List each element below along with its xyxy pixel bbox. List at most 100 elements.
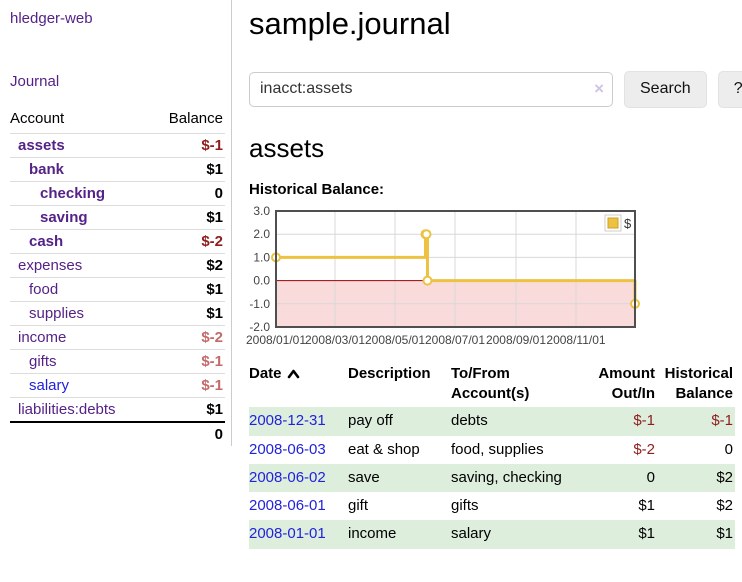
transaction-date-link[interactable]: 2008-12-31 <box>249 412 326 430</box>
sidebar-account-balance: $-2 <box>151 325 225 350</box>
sidebar-account-link[interactable]: expenses <box>18 257 83 274</box>
account-row: food $1 <box>10 277 225 302</box>
register-row: 2008-12-31 pay off debts $-1 $-1 <box>249 407 735 436</box>
svg-text:2008/01/01: 2008/01/01 <box>246 333 306 347</box>
account-row: liabilities:debts $1 <box>10 397 225 422</box>
accounts-header-balance: Balance <box>168 110 223 127</box>
sidebar-account-balance: $-1 <box>151 373 225 398</box>
svg-text:$: $ <box>624 216 632 231</box>
search-box: × <box>249 71 613 107</box>
search-input[interactable] <box>249 71 613 107</box>
accounts-table: Account Balance assets $-1 bank $1 checking 0… <box>10 106 225 446</box>
help-button[interactable]: ? <box>717 70 742 108</box>
register-header-amount: Amount Out/In <box>598 364 655 402</box>
nav-journal-link[interactable]: Journal <box>10 73 60 90</box>
account-row: assets $-1 <box>10 133 225 158</box>
svg-text:3.0: 3.0 <box>253 204 270 218</box>
transaction-description: pay off <box>348 412 393 430</box>
sidebar-account-link[interactable]: assets <box>18 137 65 154</box>
accounts-header-account: Account <box>10 110 65 127</box>
sidebar-account-balance: $-1 <box>151 349 225 374</box>
register-row: 2008-06-01 gift gifts $1 $2 <box>249 492 735 520</box>
account-row: bank $1 <box>10 157 225 182</box>
sort-ascending-icon <box>287 365 300 385</box>
sidebar-account-balance: $1 <box>151 277 225 302</box>
sidebar-account-balance: $1 <box>151 157 225 182</box>
clear-search-icon[interactable]: × <box>594 78 604 98</box>
svg-text:1.0: 1.0 <box>253 250 270 264</box>
transaction-amount: $1 <box>638 525 655 543</box>
sidebar-account-balance: $-1 <box>151 133 225 158</box>
sidebar-account-link[interactable]: salary <box>29 377 70 394</box>
sidebar-account-link[interactable]: income <box>18 329 67 346</box>
sidebar-account-balance: $-2 <box>151 229 225 254</box>
svg-text:0.0: 0.0 <box>253 273 270 287</box>
sidebar: hledger-web Journal Account Balance asse… <box>0 0 232 446</box>
sidebar-account-link[interactable]: gifts <box>29 353 57 370</box>
brand-link[interactable]: hledger-web <box>10 10 93 27</box>
account-row: expenses $2 <box>10 253 225 278</box>
svg-text:2008/07/01: 2008/07/01 <box>425 333 485 347</box>
transaction-date-link[interactable]: 2008-01-01 <box>249 525 326 543</box>
transaction-amount: $-2 <box>633 440 655 458</box>
transaction-accounts: saving, checking <box>451 468 562 486</box>
transaction-date-link[interactable]: 2008-06-01 <box>249 497 326 515</box>
register-table: Date Description To/From Account(s) Amou… <box>249 362 735 549</box>
sidebar-account-link[interactable]: saving <box>40 209 88 226</box>
accounts-total-spacer <box>10 421 152 446</box>
register-row: 2008-06-02 save saving, checking 0 $2 <box>249 463 735 493</box>
register-header-date[interactable]: Date <box>249 362 348 408</box>
balance-chart-svg: $3.0 2.0 1.0 0.0 -1.0 -2.02008/01/012008/03/0… <box>246 204 640 347</box>
account-row: checking 0 <box>10 181 225 206</box>
sidebar-account-balance: $1 <box>151 397 225 422</box>
transaction-accounts: food, supplies <box>451 440 544 458</box>
sidebar-account-balance: 0 <box>151 181 225 206</box>
account-row: gifts $-1 <box>10 349 225 374</box>
svg-text:2.0: 2.0 <box>253 227 270 241</box>
register-header-description: Description <box>348 364 431 382</box>
account-row: supplies $1 <box>10 301 225 326</box>
svg-text:2008/05/01: 2008/05/01 <box>365 333 425 347</box>
sidebar-account-balance: $2 <box>151 253 225 278</box>
transaction-balance: $-1 <box>711 412 733 430</box>
sidebar-account-link[interactable]: food <box>29 281 59 298</box>
svg-text:2008/03/01: 2008/03/01 <box>305 333 365 347</box>
sidebar-account-link[interactable]: bank <box>29 161 65 178</box>
transaction-amount: $1 <box>638 497 655 515</box>
account-row: income $-2 <box>10 325 225 350</box>
sidebar-account-link[interactable]: liabilities:debts <box>18 401 116 418</box>
transaction-balance: 0 <box>724 440 733 458</box>
transaction-balance: $1 <box>716 525 733 543</box>
account-row: salary $-1 <box>10 373 225 398</box>
sidebar-account-link[interactable]: cash <box>29 233 64 250</box>
sidebar-account-link[interactable]: checking <box>40 185 106 202</box>
transaction-balance: $2 <box>716 497 733 515</box>
transaction-description: eat & shop <box>348 440 420 458</box>
register-header-balance: Historical Balance <box>664 364 733 402</box>
sidebar-account-link[interactable]: supplies <box>29 305 85 322</box>
search-row: × Search ? <box>249 70 742 108</box>
main-content: sample.journal × Search ? assets Histori… <box>232 0 742 549</box>
transaction-description: income <box>348 525 397 543</box>
page-title: sample.journal <box>249 6 451 41</box>
transaction-balance: $2 <box>716 468 733 486</box>
transaction-accounts: salary <box>451 525 492 543</box>
transaction-amount: $-1 <box>633 412 655 430</box>
transaction-date-link[interactable]: 2008-06-02 <box>249 468 326 486</box>
transaction-accounts: debts <box>451 412 488 430</box>
svg-text:2008/11/01: 2008/11/01 <box>546 333 605 347</box>
transaction-date-link[interactable]: 2008-06-03 <box>249 440 326 458</box>
transaction-description: gift <box>348 497 369 515</box>
register-row: 2008-01-01 income salary $1 $1 <box>249 520 735 549</box>
accounts-total-value: 0 <box>151 421 225 446</box>
account-heading: assets <box>249 132 325 163</box>
sidebar-account-balance: $1 <box>151 205 225 230</box>
register-row: 2008-06-03 eat & shop food, supplies $-2 0 <box>249 436 735 464</box>
transaction-accounts: gifts <box>451 497 479 515</box>
chart-title: Historical Balance: <box>249 180 385 198</box>
transaction-amount: 0 <box>646 468 655 486</box>
sidebar-account-balance: $1 <box>151 301 225 326</box>
register-header-accounts: To/From Account(s) <box>451 364 530 402</box>
search-button[interactable]: Search <box>624 70 707 108</box>
balance-chart[interactable]: $3.0 2.0 1.0 0.0 -1.0 -2.0 2008/01/01 2008/03/0… <box>246 204 742 354</box>
